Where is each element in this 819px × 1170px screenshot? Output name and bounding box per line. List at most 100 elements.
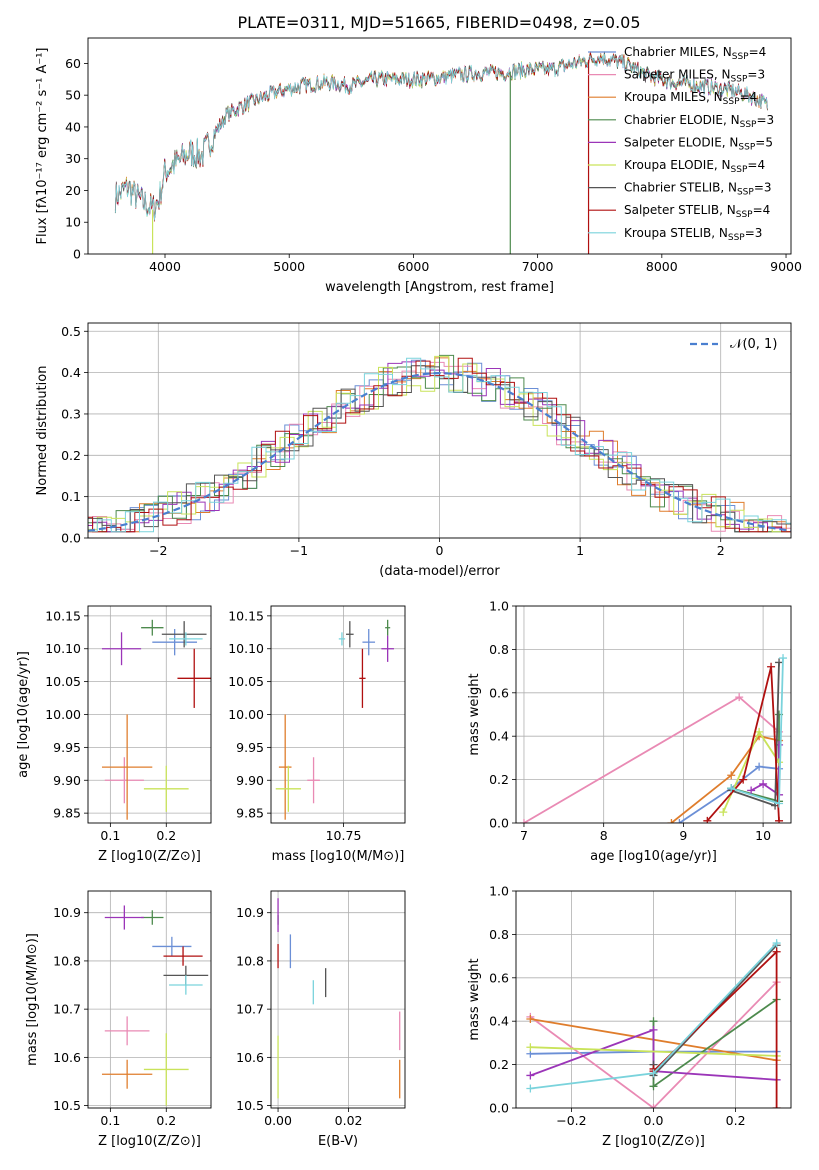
massweight_vs_Z-ytick-label: 0.0 [489,1101,509,1116]
massweight_vs_age-ytick-label: 0.8 [489,642,509,657]
residuals-ytick-label: 0.0 [61,531,81,546]
mass_vs_Z-panel: 0.1 0.2 10.5 10.6 10.7 10.8 10.9 Z [log10(Z/Z⊙)… [25,890,212,1149]
residuals-xtick-label: 2 [717,543,725,558]
mass_vs_Z-ytick-label: 10.6 [53,1050,81,1065]
spectrum-plot-area [114,50,768,254]
spectrum-series-line [114,53,768,221]
age_vs_Z-frame [87,605,212,824]
weight-marker [526,1043,535,1052]
age_vs_Z-ytick-label: 10.10 [45,641,81,656]
age_vs_Z-ytick-label: 10.05 [45,674,81,689]
mass_vs_EBV-ytick-label: 10.7 [236,1002,264,1017]
mass_vs_Z-ylabel: mass [log10(M/M⊙)] [25,933,40,1066]
age_vs_mass-frame [270,605,406,824]
age_vs_mass-xtick-label: 10.75 [326,828,362,843]
massweight_vs_age-xtick-label: 10 [755,828,771,843]
age_vs_Z-ylabel: age [log10(age/yr)] [16,651,31,778]
mass_vs_EBV-xtick-label: 0.02 [335,1113,363,1128]
mass_vs_Z-ytick-label: 10.8 [53,953,81,968]
residuals-xtick-label: −2 [149,543,167,558]
mass_vs_EBV-frame [270,890,406,1109]
age_vs_Z-xtick-label: 0.2 [156,828,176,843]
mass_vs_EBV-xlabel: E(B-V) [318,1134,358,1149]
weight-marker [719,808,728,817]
weight-marker [649,1104,658,1108]
mass_vs_Z-xlabel: Z [log10(Z/Z⊙)] [98,1134,201,1149]
weight-marker [739,775,748,784]
spectrum-legend: Chabrier MILES, NSSP=4 Salpeter MILES, NS… [588,45,774,243]
weight-marker [775,658,784,667]
residuals-ytick-label: 0.1 [61,489,81,504]
spectrum-ylabel: Flux [fλ10⁻¹⁷ erg cm⁻² s⁻¹ A⁻¹] [35,48,50,245]
weight-marker [649,1025,658,1034]
massweight_vs_Z-ytick-label: 0.4 [489,1014,509,1029]
spectrum-ytick-label: 10 [65,215,81,230]
age_vs_Z-ytick-label: 10.00 [45,707,81,722]
massweight_vs_age-xlabel: age [log10(age/yr)] [590,849,717,864]
residual-histogram [88,361,791,533]
weight-marker [526,1071,535,1080]
spectrum-ytick-label: 60 [65,56,81,71]
mass_vs_Z-plot-area [88,891,211,1108]
spectrum-xtick-label: 8000 [646,259,678,274]
figure-title: PLATE=0311, MJD=51665, FIBERID=0498, z=0… [237,13,640,32]
age_vs_Z-ytick-label: 9.95 [53,740,81,755]
massweight_vs_age-ytick-label: 0.0 [489,816,509,831]
age_vs_mass-ytick-label: 10.10 [228,641,264,656]
weight-marker [519,819,528,823]
mass_vs_EBV-panel: 0.00 0.02 10.5 10.6 10.7 10.8 10.9 E(B-V) [236,890,406,1149]
residuals-ylabel: Normed distribution [35,366,50,496]
legend-entry: 𝒩(0, 1) [730,337,777,352]
legend-entry: Salpeter ELODIE, NSSP=5 [624,135,773,152]
residual-histogram [88,357,791,533]
legend-entry: Kroupa STELIB, NSSP=3 [624,226,762,243]
massweight_vs_age-ytick-label: 0.2 [489,772,509,787]
weight-marker [772,1104,781,1108]
residual-histogram [88,357,791,533]
weight-marker [727,771,736,780]
weight-marker [526,1015,535,1024]
weight-marker [675,819,684,823]
spectrum-ytick-label: 50 [65,88,81,103]
weight-marker [735,693,744,702]
mass_vs_EBV-ytick-label: 10.6 [236,1050,264,1065]
spectrum-frame [87,37,792,255]
weight-marker [747,786,756,795]
weight-line [530,1028,777,1081]
spectrum-xtick-label: 4000 [149,259,181,274]
residuals-plot-area [88,323,791,538]
massweight_vs_age-xtick-label: 7 [520,828,528,843]
massweight_vs_age-xtick-label: 9 [679,828,687,843]
massweight_vs_age-frame [515,605,792,824]
massweight_vs_Z-xtick-label: 0.0 [644,1113,664,1128]
massweight_vs_Z-ytick-label: 0.2 [489,1057,509,1072]
age_vs_Z-ytick-label: 10.15 [45,608,81,623]
age_vs_mass-ytick-label: 10.15 [228,608,264,623]
weight-line [678,765,780,823]
spectrum-xtick-label: 9000 [770,259,802,274]
weight-marker [759,779,768,788]
massweight_vs_Z-panel: −0.2 0.0 0.2 0.0 0.2 0.4 0.6 0.8 1.0 Z [log10(Z/Z… [467,884,792,1149]
age_vs_mass-ytick-label: 9.90 [236,773,264,788]
mass_vs_Z-ytick-label: 10.9 [53,905,81,920]
weight-marker [755,762,764,771]
weight-line [652,949,778,1108]
weight-line [523,695,780,823]
mass_vs_EBV-ytick-label: 10.8 [236,953,264,968]
residuals-frame [87,322,792,539]
weight-line [529,981,778,1108]
weight-marker [649,1017,658,1026]
massweight_vs_Z-ytick-label: 1.0 [489,884,509,899]
massweight_vs_age-panel: 7 8 9 10 0.0 0.2 0.4 0.6 0.8 1.0 age [log10(age/yr… [467,599,792,864]
spectrum-ytick-label: 30 [65,151,81,166]
massweight_vs_Z-ytick-label: 0.6 [489,970,509,985]
weight-marker [767,662,776,671]
weight-line [750,744,780,797]
legend-entry: Chabrier MILES, NSSP=4 [624,45,766,62]
mass_vs_Z-xtick-label: 0.1 [100,1113,120,1128]
residuals-ytick-label: 0.2 [61,448,81,463]
weight-marker [667,819,676,823]
spectrum-ytick-label: 40 [65,119,81,134]
residuals-panel: −2 −1 0 1 2 0.0 0.1 0.2 0.3 0.4 0.5 (data-model)/er… [35,322,792,579]
age_vs_mass-ytick-label: 9.95 [236,740,264,755]
